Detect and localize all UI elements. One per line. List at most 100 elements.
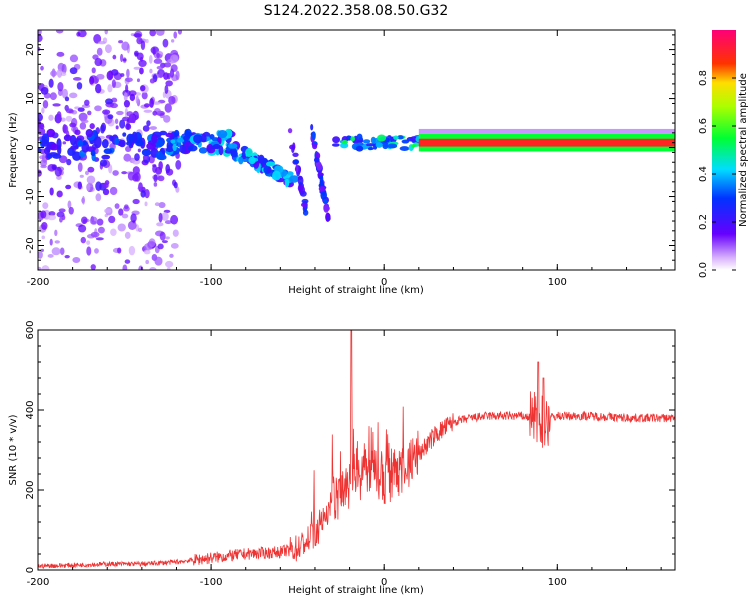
spectrogram-cell-462 <box>101 138 109 149</box>
spectrogram-cell-332 <box>51 247 61 256</box>
spectrogram-cell-303 <box>143 249 151 255</box>
snr-ticks: -200 -100 0 100 0 200 400 600 <box>25 320 675 588</box>
snr-xlabel: Height of straight line (km) <box>288 585 424 596</box>
spectrogram-cell-368 <box>99 159 108 167</box>
spectrogram-cell-414 <box>119 119 126 129</box>
spectrogram-cell-596 <box>212 143 221 150</box>
spectrogram-cell-205 <box>124 259 131 264</box>
spectrogram-cell-585 <box>167 144 173 151</box>
spectrogram-cell-73 <box>94 58 103 67</box>
spectrogram-cell-483 <box>46 128 56 138</box>
spectrogram-cell-206 <box>48 211 56 217</box>
spectrogram-ylabel: Frequency (Hz) <box>8 112 19 188</box>
spectrogram-cell-244 <box>115 125 119 130</box>
spectrogram-cell-591 <box>176 137 185 143</box>
spectrogram-cell-259 <box>95 193 102 202</box>
spectrogram-cell-685 <box>323 203 330 213</box>
spectrogram-cell-289 <box>137 227 143 233</box>
spectrogram-cell-346 <box>152 47 156 56</box>
spectrogram-cell-393 <box>128 114 136 124</box>
spectrogram-cell-48 <box>59 247 65 256</box>
spectrogram-cell-449 <box>69 134 77 146</box>
spectrogram-cell-126 <box>125 84 129 94</box>
spectrogram-cell-164 <box>172 229 179 237</box>
spectrogram-cell-390 <box>106 70 114 81</box>
spectrogram-cell-713 <box>287 128 293 134</box>
spectrogram-cell-378 <box>89 76 95 85</box>
spectrogram-cell-477 <box>126 133 135 144</box>
spectrogram-cell-415 <box>132 166 140 176</box>
spectrogram-cell-308 <box>133 50 139 56</box>
spectrogram-cell-86 <box>144 188 150 199</box>
spectrogram-cell-413 <box>107 114 114 120</box>
spectrogram-cell-777 <box>355 145 364 152</box>
spectrogram-cell-338 <box>122 58 127 62</box>
snr-frame <box>37 329 676 571</box>
spectrogram-cell-36 <box>97 226 105 234</box>
spectrogram-cell-740 <box>331 143 340 147</box>
spectrogram-cell-504 <box>90 150 96 157</box>
spectrogram-cell-106 <box>96 218 104 226</box>
spectrogram-cell-774 <box>362 139 371 144</box>
spectrogram-cell-732 <box>295 164 299 173</box>
spectrogram-cell-408 <box>51 164 57 171</box>
spectrogram-cell-782 <box>382 143 389 150</box>
spectrogram-cell-263 <box>89 216 98 225</box>
spectrogram-cell-178 <box>114 118 119 125</box>
spectrogram-cell-411 <box>140 190 146 198</box>
spectrogram-cell-501 <box>49 143 60 151</box>
spectrogram-cell-16 <box>148 55 153 64</box>
spectrogram-cell-149 <box>122 264 128 270</box>
spectrogram-cell-112 <box>118 40 123 44</box>
spectrogram-cell-96 <box>158 71 163 79</box>
spectrogram-cell-219 <box>64 254 70 259</box>
spectrogram-cell-90 <box>69 54 79 63</box>
spectrogram-cell-384 <box>140 85 146 92</box>
spectrogram-cell-460 <box>141 148 151 157</box>
spectrogram-cell-50 <box>38 266 42 270</box>
spectrogram-cell-790 <box>375 142 383 148</box>
spectrogram-cell-129 <box>136 78 141 83</box>
spectrogram-cell-286 <box>49 238 53 246</box>
spectrogram-cell-267 <box>165 236 170 240</box>
spectrogram-cell-165 <box>164 103 172 113</box>
spectrogram-cell-311 <box>104 208 112 214</box>
colorbar-gradient <box>712 30 736 270</box>
spectrogram-cell-242 <box>161 212 169 221</box>
spectrogram-cell-188 <box>93 33 102 44</box>
spectrogram-cell-255 <box>170 214 179 225</box>
spectrogram-cell-213 <box>110 102 118 109</box>
spectrogram-cell-794 <box>356 133 363 141</box>
spectrogram-cell-431 <box>123 100 131 108</box>
spectrogram-cell-373 <box>69 67 78 75</box>
spectrogram-cell-498 <box>135 139 144 147</box>
spectrogram-cell-1 <box>109 186 118 196</box>
spectrogram-cell-344 <box>54 166 62 177</box>
spectrogram-cell-60 <box>158 202 166 209</box>
spectrogram-cell-406 <box>146 120 151 127</box>
spectrogram-cell-374 <box>142 125 150 132</box>
spectrogram-cell-92 <box>132 198 140 205</box>
spectrogram-cell-75 <box>170 39 175 43</box>
snr-ylabel: SNR (10 * v/v) <box>8 414 19 485</box>
spectrogram-cell-51 <box>165 80 173 87</box>
spectrogram-cell-705 <box>312 143 318 150</box>
spectrogram-cell-260 <box>38 34 43 43</box>
spectrogram-cell-248 <box>105 44 112 54</box>
spectrogram-cell-439 <box>149 98 154 108</box>
spectrogram-cell-489 <box>82 140 87 146</box>
spectrogram-cell-385 <box>64 96 70 102</box>
spectrogram-cell-654 <box>284 178 290 188</box>
spectrogram-cell-333 <box>170 54 179 64</box>
spectrogram-cell-429 <box>139 67 144 75</box>
spectrogram-cell-421 <box>87 166 95 173</box>
spectrogram-cell-210 <box>162 91 166 99</box>
spectrogram-cell-87 <box>38 30 42 36</box>
spectrogram-cell-405 <box>169 68 175 78</box>
spectrogram-cell-208 <box>72 257 81 264</box>
spectrogram-cell-505 <box>155 151 163 160</box>
spectrogram-cell-175 <box>40 248 45 252</box>
spectrogram-cell-56 <box>86 246 92 256</box>
